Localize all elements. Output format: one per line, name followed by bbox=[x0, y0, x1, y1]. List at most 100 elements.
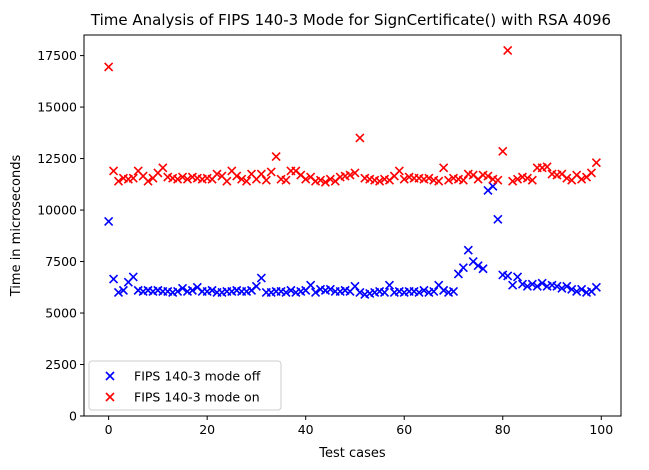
data-point bbox=[577, 174, 587, 184]
y-tick-label: 2500 bbox=[45, 357, 77, 372]
data-point bbox=[542, 162, 552, 172]
data-point bbox=[355, 287, 365, 297]
data-point bbox=[522, 281, 532, 291]
data-point bbox=[108, 166, 119, 176]
data-point bbox=[384, 280, 395, 290]
data-point bbox=[567, 284, 577, 294]
legend-box bbox=[88, 360, 282, 411]
data-point bbox=[118, 285, 128, 295]
data-point bbox=[414, 287, 424, 297]
data-point bbox=[212, 169, 222, 179]
legend-label: FIPS 140-3 mode off bbox=[134, 369, 261, 384]
data-point bbox=[310, 287, 321, 297]
data-point bbox=[493, 175, 503, 185]
data-point bbox=[266, 167, 276, 177]
data-point bbox=[522, 173, 532, 183]
data-point bbox=[187, 285, 197, 295]
data-point bbox=[232, 171, 242, 181]
data-point bbox=[419, 285, 429, 295]
data-point bbox=[375, 176, 385, 186]
data-point bbox=[424, 173, 434, 183]
legend-marker bbox=[105, 371, 115, 381]
data-point bbox=[478, 264, 488, 274]
data-point bbox=[552, 281, 562, 291]
data-point bbox=[444, 175, 454, 185]
data-point bbox=[325, 284, 335, 294]
data-point bbox=[508, 176, 518, 186]
x-axis-title: Test cases bbox=[318, 446, 386, 461]
x-tick-label: 60 bbox=[396, 422, 412, 437]
data-point bbox=[271, 151, 281, 162]
data-point bbox=[503, 45, 513, 56]
data-point bbox=[439, 163, 449, 173]
data-point bbox=[182, 174, 193, 184]
data-point bbox=[493, 214, 503, 224]
x-tick-label: 0 bbox=[105, 422, 113, 437]
data-point bbox=[512, 272, 523, 282]
data-point bbox=[562, 173, 572, 183]
data-point bbox=[207, 285, 217, 295]
data-point bbox=[325, 174, 335, 184]
x-tick-label: 80 bbox=[495, 422, 511, 437]
data-point bbox=[173, 286, 183, 296]
data-point bbox=[572, 286, 582, 296]
data-point bbox=[527, 279, 537, 289]
series-0 bbox=[104, 181, 601, 300]
data-point bbox=[355, 133, 365, 143]
data-point bbox=[350, 168, 360, 178]
data-point bbox=[256, 169, 266, 179]
data-point bbox=[517, 279, 528, 289]
data-point bbox=[394, 166, 404, 176]
data-point bbox=[177, 283, 188, 293]
data-point bbox=[483, 171, 493, 181]
y-axis: 0 2500 5000 7500 10000 12500 15000 17500 bbox=[37, 48, 84, 424]
data-point bbox=[591, 158, 601, 168]
data-point bbox=[503, 271, 513, 281]
data-point bbox=[315, 175, 326, 185]
data-point bbox=[286, 285, 296, 295]
data-point bbox=[350, 281, 360, 291]
data-point bbox=[237, 174, 247, 184]
data-point bbox=[301, 174, 311, 184]
data-point bbox=[113, 287, 124, 297]
chart-title: Time Analysis of FIPS 140-3 Mode for Sig… bbox=[90, 11, 611, 29]
data-point bbox=[586, 168, 597, 178]
data-point bbox=[439, 285, 449, 295]
y-tick-label: 5000 bbox=[45, 306, 77, 321]
data-point bbox=[434, 176, 444, 186]
data-point bbox=[222, 176, 232, 186]
x-tick-label: 100 bbox=[589, 422, 613, 437]
series-layer bbox=[104, 45, 601, 300]
data-point bbox=[458, 175, 468, 185]
legend: FIPS 140-3 mode off FIPS 140-3 mode on bbox=[88, 360, 282, 411]
x-axis: 0 20 40 60 80 100 bbox=[105, 416, 613, 437]
y-tick-label: 7500 bbox=[45, 254, 77, 269]
data-point bbox=[453, 269, 463, 279]
data-point bbox=[104, 216, 114, 226]
data-point bbox=[458, 263, 468, 273]
data-point bbox=[429, 286, 439, 296]
data-point bbox=[104, 62, 114, 72]
data-point bbox=[306, 280, 316, 290]
data-point bbox=[512, 174, 523, 184]
data-point bbox=[345, 170, 355, 180]
data-point bbox=[488, 181, 498, 191]
legend-label: FIPS 140-3 mode on bbox=[134, 390, 260, 405]
data-point bbox=[379, 287, 390, 297]
data-point bbox=[508, 280, 518, 290]
data-point bbox=[128, 272, 138, 282]
data-point bbox=[498, 146, 508, 156]
data-point bbox=[128, 173, 138, 183]
data-point bbox=[143, 176, 153, 186]
y-axis-title: Time in microseconds bbox=[9, 155, 24, 298]
data-point bbox=[281, 175, 291, 185]
data-point bbox=[532, 281, 542, 291]
data-point bbox=[399, 174, 409, 184]
data-point bbox=[448, 286, 459, 296]
data-point bbox=[256, 273, 266, 283]
series-1 bbox=[104, 45, 601, 187]
data-point bbox=[108, 274, 119, 284]
data-point bbox=[173, 174, 183, 184]
data-point bbox=[281, 287, 291, 297]
